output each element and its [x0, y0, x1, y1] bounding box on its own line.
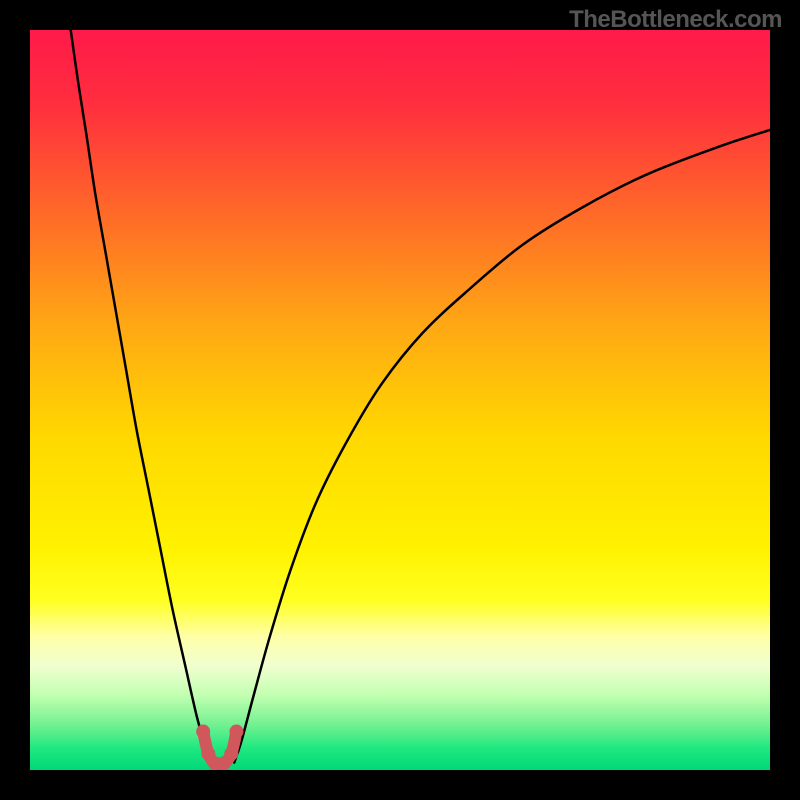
bottleneck-chart [30, 30, 770, 770]
chart-background [30, 30, 770, 770]
attribution-text: TheBottleneck.com [569, 6, 782, 34]
chart-svg [30, 30, 770, 770]
